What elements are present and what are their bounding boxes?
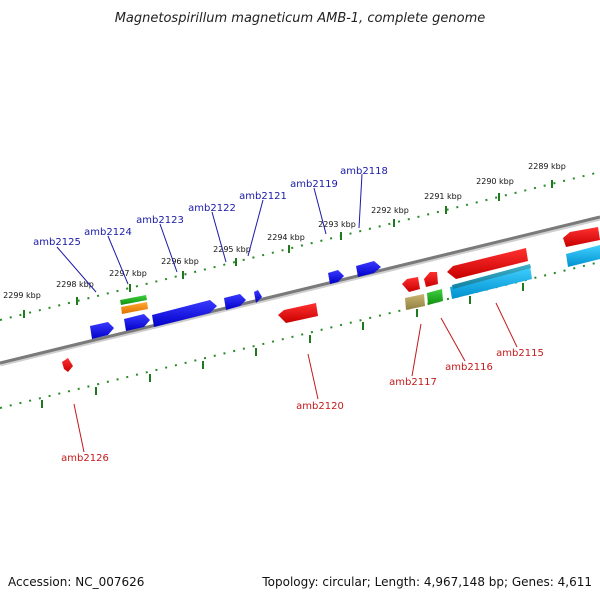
gene-feature (402, 277, 420, 292)
kbp-label-2298: 2298 kbp (56, 280, 94, 289)
kbp-label-2292: 2292 kbp (371, 206, 409, 215)
gene-label-amb2126: amb2126 (61, 453, 109, 464)
gene-feature (124, 314, 150, 331)
gene-feature (62, 358, 73, 372)
kbp-label-2294: 2294 kbp (267, 233, 305, 242)
gene-feature (424, 272, 438, 287)
gene-label-amb2120: amb2120 (296, 401, 344, 412)
gene-label-amb2122: amb2122 (188, 203, 236, 214)
gene-label-amb2115: amb2115 (496, 348, 544, 359)
gene-label-amb2121: amb2121 (239, 191, 287, 202)
gene-label-amb2123: amb2123 (136, 215, 184, 226)
gene-feature (450, 266, 532, 299)
gene-feature (405, 294, 425, 310)
gene-label-amb2117: amb2117 (389, 377, 437, 388)
gene-feature (224, 294, 246, 310)
gene-feature (566, 245, 600, 267)
kbp-label-2289: 2289 kbp (528, 162, 566, 171)
gene-feature (427, 289, 443, 305)
gene-feature (452, 264, 531, 289)
kbp-label-2291: 2291 kbp (424, 192, 462, 201)
accession-text: Accession: NC_007626 (8, 575, 144, 589)
lower-gene-features (62, 227, 600, 372)
upper-gene-features (90, 261, 381, 339)
gene-feature (254, 290, 262, 303)
gene-feature (447, 248, 528, 279)
kbp-label-2296: 2296 kbp (161, 257, 199, 266)
gene-feature (90, 322, 114, 339)
gene-label-amb2116: amb2116 (445, 362, 493, 373)
gene-feature (356, 261, 381, 277)
kbp-label-2297: 2297 kbp (109, 269, 147, 278)
kbp-label-2290: 2290 kbp (476, 177, 514, 186)
kbp-label-2295: 2295 kbp (213, 245, 251, 254)
upper-label-leaders (56, 173, 363, 293)
lower-major-ticks (41, 283, 524, 408)
topology-text: Topology: circular; Length: 4,967,148 bp… (261, 575, 592, 589)
gene-feature (152, 300, 217, 327)
upper-major-ticks (23, 180, 553, 318)
gene-label-amb2124: amb2124 (84, 227, 132, 238)
gene-feature (328, 270, 344, 284)
genome-backbone (0, 215, 600, 365)
lower-label-leaders (73, 302, 518, 453)
upper-scale-line (0, 171, 600, 321)
kbp-label-2299: 2299 kbp (3, 291, 41, 300)
gene-feature (278, 303, 318, 323)
map-title: Magnetospirillum magneticum AMB-1, compl… (115, 11, 486, 26)
gene-feature (563, 227, 600, 247)
gene-label-amb2118: amb2118 (340, 166, 388, 177)
gene-feature (120, 295, 147, 305)
kbp-label-2293: 2293 kbp (318, 220, 356, 229)
gene-label-amb2119: amb2119 (290, 179, 338, 190)
gene-label-amb2125: amb2125 (33, 237, 81, 248)
gene-feature (121, 302, 148, 314)
